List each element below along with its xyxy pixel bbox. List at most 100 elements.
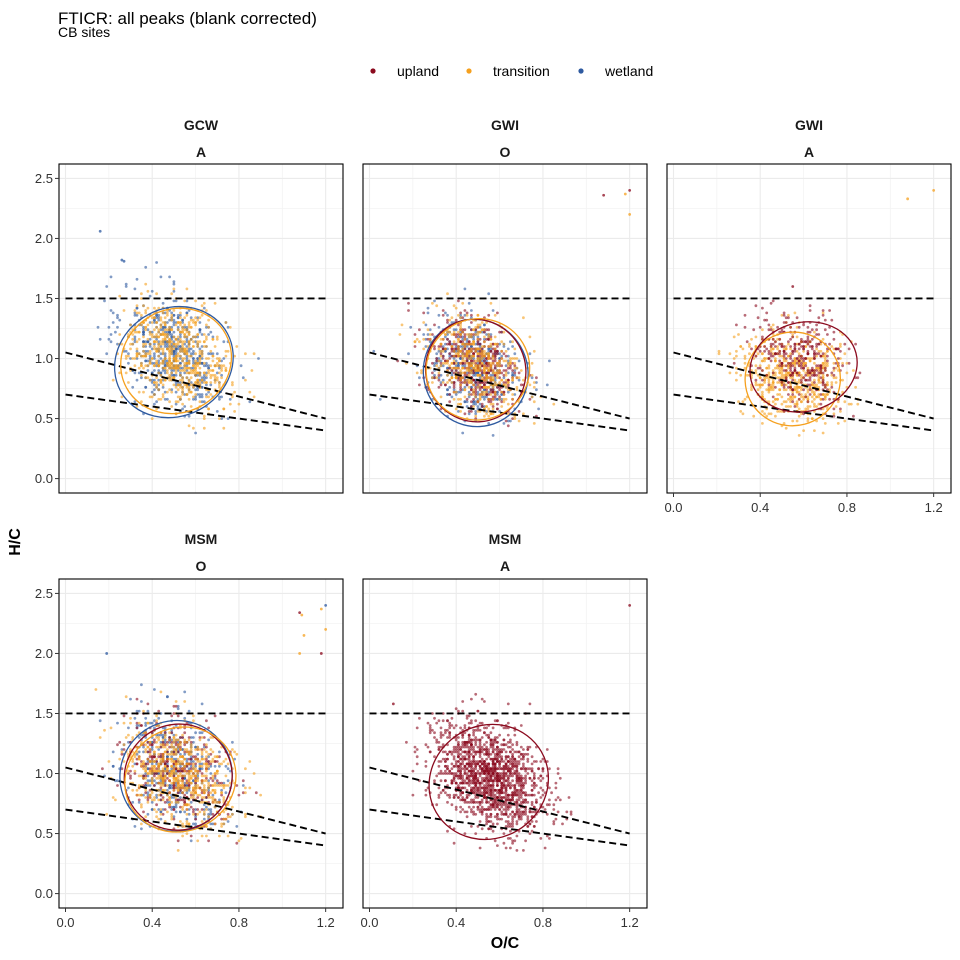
data-point (480, 359, 484, 363)
data-point (176, 849, 180, 852)
data-point (157, 342, 161, 346)
data-point (187, 736, 191, 739)
data-point (804, 361, 808, 365)
data-point (787, 364, 790, 368)
data-point (823, 395, 827, 399)
data-point (487, 349, 491, 353)
data-point (170, 757, 174, 761)
data-point (487, 414, 491, 418)
data-point (784, 359, 788, 363)
data-point (168, 400, 172, 404)
data-point (142, 349, 145, 353)
data-point (142, 304, 145, 308)
data-point (743, 357, 747, 360)
data-point (168, 330, 172, 334)
data-point (515, 385, 519, 389)
data-point (476, 397, 480, 401)
data-point (231, 395, 234, 399)
data-point (843, 342, 847, 346)
data-point (176, 364, 180, 368)
data-point (413, 340, 417, 344)
data-point (148, 342, 152, 346)
data-point (179, 323, 182, 327)
data-point (155, 383, 159, 387)
data-point (176, 325, 180, 329)
data-point (181, 349, 185, 353)
data-point (135, 724, 139, 727)
data-point (202, 371, 206, 375)
data-point (797, 325, 801, 329)
data-point (474, 330, 478, 334)
data-point (813, 381, 816, 384)
data-point (422, 333, 426, 336)
data-point (179, 357, 182, 360)
data-point (202, 774, 206, 778)
data-point (474, 333, 478, 336)
legend-label-upland: upland (397, 63, 439, 79)
data-point (194, 373, 198, 377)
data-point (422, 311, 426, 315)
data-point (185, 817, 189, 821)
data-point (150, 289, 154, 293)
data-point (137, 352, 141, 356)
data-point (196, 393, 200, 396)
data-point (474, 364, 478, 368)
data-point (806, 405, 810, 408)
data-point (153, 340, 156, 344)
data-point (148, 337, 152, 341)
data-point (220, 373, 224, 377)
data-point (470, 354, 473, 358)
data-point (472, 361, 475, 365)
data-point (200, 393, 204, 396)
data-point (144, 265, 148, 269)
data-point (170, 311, 174, 315)
data-point (795, 316, 799, 320)
data-point (409, 325, 413, 329)
data-point (506, 371, 510, 375)
data-point (489, 376, 493, 380)
data-point (103, 299, 106, 303)
data-point (155, 313, 159, 317)
data-point (137, 786, 141, 790)
data-point (441, 349, 445, 353)
data-point (500, 405, 504, 408)
data-point (476, 347, 480, 351)
data-point (817, 333, 821, 336)
data-point (194, 395, 198, 399)
data-point (209, 373, 213, 377)
data-point (170, 772, 174, 775)
data-point (789, 366, 792, 370)
data-point (153, 342, 156, 346)
data-point (407, 352, 410, 356)
data-point (858, 371, 862, 375)
data-point (187, 325, 191, 329)
data-point (192, 366, 195, 370)
data-point (98, 337, 102, 341)
data-point (200, 752, 204, 756)
data-point (181, 369, 185, 372)
data-point (181, 733, 185, 737)
data-point (467, 349, 471, 353)
data-point (826, 359, 829, 363)
data-point (161, 774, 165, 778)
data-point (153, 369, 156, 372)
data-point (135, 405, 139, 408)
data-point (461, 347, 465, 351)
data-point (239, 837, 243, 840)
data-point (784, 347, 788, 351)
data-point (817, 352, 821, 356)
data-point (150, 779, 154, 783)
data-point (491, 378, 495, 382)
data-point (493, 357, 497, 360)
data-point (823, 352, 827, 356)
data-point (528, 397, 532, 401)
data-point (789, 371, 792, 375)
data-point (528, 352, 532, 356)
data-point (194, 323, 198, 327)
data-point (146, 352, 150, 356)
data-point (782, 321, 786, 324)
data-point (778, 337, 782, 341)
data-point (717, 349, 721, 353)
data-point (166, 760, 169, 763)
data-point (769, 349, 773, 353)
